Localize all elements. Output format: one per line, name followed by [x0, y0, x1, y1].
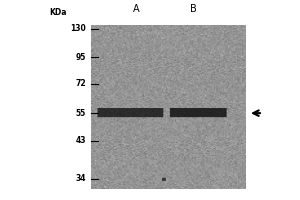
Text: B: B — [190, 4, 196, 14]
Text: A: A — [133, 4, 140, 14]
Text: 34: 34 — [76, 174, 86, 183]
Text: 72: 72 — [76, 79, 86, 88]
Text: KDa: KDa — [49, 8, 67, 17]
Text: 95: 95 — [76, 53, 86, 62]
Text: 43: 43 — [76, 136, 86, 145]
Text: 130: 130 — [70, 24, 86, 33]
Text: 55: 55 — [76, 109, 86, 118]
